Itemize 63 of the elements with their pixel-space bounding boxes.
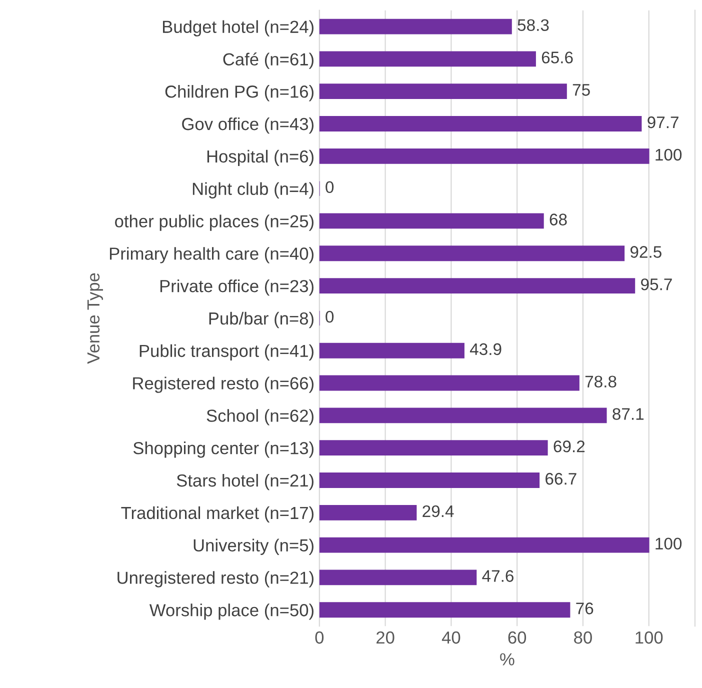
bar	[319, 51, 536, 67]
data-label: 58.3	[518, 19, 549, 31]
x-tick-label: 100	[636, 631, 663, 644]
x-tick-label: 20	[376, 631, 394, 644]
bar	[319, 440, 548, 456]
bar	[319, 18, 512, 34]
y-tick-label: Night club (n=4)	[192, 182, 314, 198]
data-label: 68	[550, 214, 567, 226]
data-label: 97.7	[648, 116, 678, 128]
y-tick-label: Stars hotel (n=21)	[176, 474, 314, 490]
y-tick-label: Private office (n=23)	[160, 280, 314, 296]
y-tick-label: Primary health care (n=40)	[110, 247, 314, 264]
data-label: 78.8	[585, 376, 616, 388]
data-label: 69.2	[554, 440, 585, 452]
y-tick-label: Hospital (n=6)	[207, 150, 314, 166]
y-tick-label: University (n=5)	[194, 538, 314, 555]
bar	[319, 472, 540, 488]
bar	[319, 570, 477, 586]
bar	[319, 246, 625, 262]
data-label: 100	[656, 538, 682, 550]
bar	[319, 213, 544, 229]
y-tick-label: Shopping center (n=13)	[133, 442, 314, 458]
y-tick-label: Café (n=61)	[223, 52, 314, 69]
y-tick-label: Pub/bar (n=8)	[209, 312, 314, 328]
y-tick-label: Traditional market (n=17)	[121, 506, 314, 523]
bar	[319, 116, 642, 132]
data-label: 76	[576, 602, 594, 614]
data-label: 43.9	[470, 343, 502, 356]
data-label: 65.6	[542, 52, 573, 64]
data-label: 95.7	[641, 278, 672, 290]
data-label: 29.4	[422, 505, 454, 518]
bar	[319, 148, 650, 164]
bar	[319, 375, 580, 391]
y-tick-label: Worship place (n=50)	[149, 604, 314, 620]
bar	[319, 408, 607, 424]
y-tick-label: School (n=62)	[206, 409, 314, 426]
y-tick-label: Public transport (n=41)	[140, 344, 314, 360]
data-label: 0	[326, 181, 334, 194]
x-tick-label: 40	[442, 631, 460, 644]
data-label: 92.5	[630, 246, 662, 258]
y-tick-label: Registered resto (n=66)	[133, 376, 314, 393]
y-tick-label: Children PG (n=16)	[165, 85, 314, 102]
x-axis-title: %	[500, 653, 514, 666]
y-tick-label: other public places (n=25)	[115, 214, 314, 231]
y-axis-title: Venue Type	[87, 273, 103, 364]
y-tick-label: Budget hotel (n=24)	[162, 20, 314, 36]
x-tick-label: 60	[508, 631, 526, 644]
data-label: 100	[656, 148, 682, 161]
bar	[319, 537, 650, 553]
data-label: 66.7	[546, 472, 576, 485]
bar	[319, 602, 570, 618]
x-tick-label: 80	[574, 631, 592, 644]
y-tick-label: Gov office (n=43)	[182, 117, 314, 134]
bar	[319, 84, 567, 100]
bar	[319, 504, 417, 520]
x-tick-label: 0	[315, 631, 324, 644]
data-label: 87.1	[612, 408, 644, 420]
bar	[319, 342, 464, 358]
y-tick-label: Unregistered resto (n=21)	[118, 571, 314, 588]
data-label: 0	[326, 310, 334, 323]
data-label: 75	[572, 84, 590, 96]
data-label: 47.6	[482, 570, 514, 582]
bar	[319, 278, 636, 294]
